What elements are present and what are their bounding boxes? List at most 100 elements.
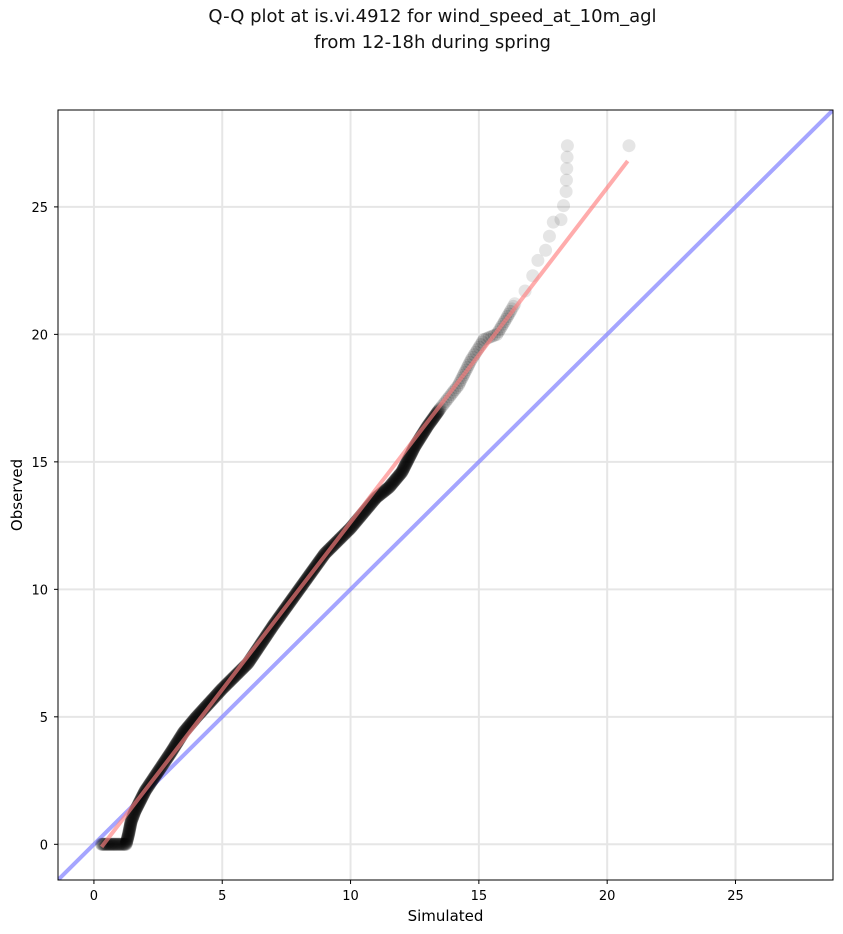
- quantile-point: [122, 824, 136, 838]
- identity-line: [58, 110, 833, 880]
- quantile-point: [125, 812, 139, 826]
- quantile-point: [387, 475, 401, 489]
- quantile-point: [395, 465, 409, 479]
- y-tick-label: 10: [31, 583, 48, 598]
- quantile-point: [384, 478, 398, 492]
- quantile-point: [398, 459, 412, 473]
- quantile-point: [390, 471, 404, 485]
- quantile-point: [374, 487, 388, 501]
- quantile-point: [377, 484, 391, 498]
- quantile-point: [109, 837, 123, 851]
- quantile-point: [124, 817, 138, 831]
- quantile-point: [395, 464, 409, 478]
- quantile-point: [396, 463, 410, 477]
- fit-line: [100, 159, 630, 849]
- x-tick-label: 25: [727, 889, 744, 904]
- quantile-point: [393, 467, 407, 481]
- y-tick-label: 20: [31, 328, 48, 343]
- quantile-point: [118, 837, 132, 851]
- x-tick-label: 10: [342, 889, 359, 904]
- quantile-point: [377, 485, 391, 499]
- quantile-point: [108, 837, 122, 851]
- quantile-point: [401, 453, 415, 467]
- quantile-point: [120, 832, 134, 846]
- quantile-point: [398, 460, 412, 474]
- quantile-point: [403, 449, 417, 463]
- y-tick-label: 15: [31, 456, 48, 471]
- quantile-point: [390, 470, 404, 484]
- quantile-point: [106, 837, 120, 851]
- quantile-point: [381, 481, 395, 495]
- y-tick-label: 0: [40, 838, 48, 853]
- quantile-point: [622, 139, 636, 153]
- quantile-point: [389, 472, 403, 486]
- quantile-point: [123, 818, 137, 832]
- quantile-point: [400, 454, 414, 468]
- quantile-point: [400, 455, 414, 469]
- plot-frame: [57, 109, 834, 881]
- quantile-point: [402, 451, 416, 465]
- x-tick-label: 15: [471, 889, 488, 904]
- quantile-point: [546, 215, 560, 229]
- chart-title: Q-Q plot at is.vi.4912 for wind_speed_at…: [208, 6, 657, 27]
- quantile-point: [115, 837, 129, 851]
- quantile-point: [114, 837, 128, 851]
- quantile-point: [557, 199, 571, 213]
- quantile-point: [401, 452, 415, 466]
- quantile-point: [542, 229, 556, 243]
- quantile-point: [122, 827, 136, 841]
- y-tick-label: 25: [31, 201, 48, 216]
- quantile-point: [385, 477, 399, 491]
- quantile-point: [396, 462, 410, 476]
- quantile-point: [388, 473, 402, 487]
- quantile-point: [121, 828, 135, 842]
- y-axis-ticks: 0 5 10 15 20 25: [31, 201, 58, 853]
- quantile-point: [110, 837, 124, 851]
- quantile-point: [539, 243, 553, 257]
- quantile-point: [559, 173, 573, 187]
- quantile-point: [560, 162, 574, 176]
- chart-subtitle: from 12-18h during spring: [314, 32, 551, 53]
- quantile-point: [403, 448, 417, 462]
- quantile-point: [375, 486, 389, 500]
- quantile-point: [383, 479, 397, 493]
- quantile-point: [399, 457, 413, 471]
- quantile-point: [386, 476, 400, 490]
- quantile-point: [125, 811, 139, 825]
- quantile-point: [560, 150, 574, 164]
- reference-lines: [58, 110, 833, 880]
- quantile-point: [376, 485, 390, 499]
- quantile-point: [123, 820, 137, 834]
- quantile-point: [560, 139, 574, 153]
- quantile-point: [380, 482, 394, 496]
- x-axis-ticks: 0 5 10 15 20 25: [90, 880, 744, 904]
- quantile-point: [382, 480, 396, 494]
- quantile-point: [399, 458, 413, 472]
- quantile-point: [379, 483, 393, 497]
- quantile-point: [397, 461, 411, 475]
- y-tick-label: 5: [40, 711, 48, 726]
- quantile-point: [113, 837, 127, 851]
- quantile-points: [95, 139, 636, 851]
- quantile-point: [559, 185, 573, 199]
- quantile-point: [111, 837, 125, 851]
- quantile-point: [391, 470, 405, 484]
- quantile-point: [120, 834, 134, 848]
- quantile-point: [378, 483, 392, 497]
- quantile-point: [105, 837, 119, 851]
- x-tick-label: 0: [90, 889, 98, 904]
- y-axis-label: Observed: [8, 459, 26, 531]
- quantile-point: [123, 821, 137, 835]
- quantile-point: [402, 450, 416, 464]
- quantile-point: [554, 213, 568, 227]
- x-axis-label: Simulated: [408, 907, 484, 925]
- quantile-point: [394, 466, 408, 480]
- quantile-point: [119, 836, 133, 850]
- quantile-point: [124, 814, 138, 828]
- x-tick-label: 5: [218, 889, 226, 904]
- quantile-point: [393, 468, 407, 482]
- quantile-point: [123, 822, 137, 836]
- quantile-point: [119, 837, 133, 851]
